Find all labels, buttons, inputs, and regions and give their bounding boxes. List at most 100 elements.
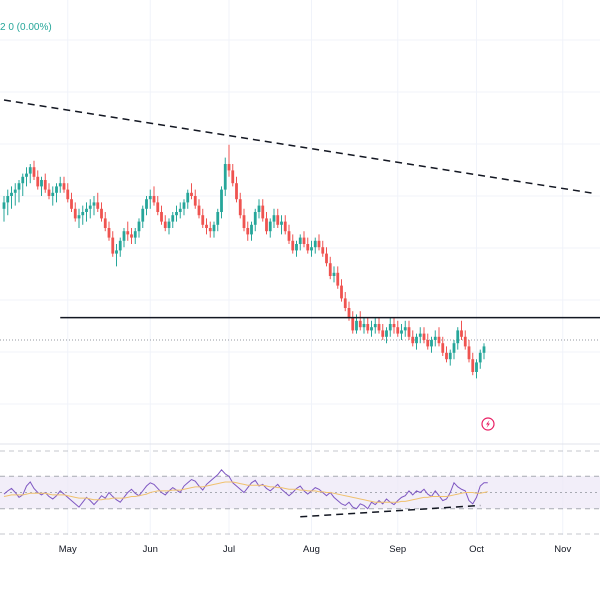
candle-body bbox=[388, 324, 392, 331]
candle-body bbox=[193, 196, 197, 206]
candle-body bbox=[122, 231, 126, 241]
candle-body bbox=[130, 234, 133, 238]
candle-body bbox=[70, 199, 73, 209]
candle-body bbox=[257, 205, 261, 212]
candle-body bbox=[141, 208, 145, 222]
candle-body bbox=[216, 212, 220, 225]
candle-body bbox=[190, 192, 193, 196]
candle-body bbox=[370, 327, 373, 331]
candle-body bbox=[231, 170, 235, 184]
candle-body bbox=[366, 324, 370, 331]
candle-body bbox=[103, 218, 107, 228]
candle-body bbox=[276, 215, 280, 225]
candle-body bbox=[208, 228, 212, 232]
candle-body bbox=[51, 192, 55, 196]
candle-body bbox=[111, 237, 115, 254]
candle-body bbox=[62, 183, 66, 190]
candle-body bbox=[343, 298, 347, 308]
candle-body bbox=[437, 336, 441, 344]
candle-body bbox=[160, 212, 163, 222]
candle-body bbox=[452, 343, 456, 353]
candle-body bbox=[81, 212, 85, 216]
candle-body bbox=[10, 192, 13, 196]
candle-body bbox=[175, 212, 178, 216]
candle-body bbox=[340, 285, 343, 299]
rsi-ma-line bbox=[3, 481, 488, 503]
x-axis-tick-label: Jun bbox=[143, 544, 158, 555]
candle-body bbox=[396, 327, 400, 334]
candle-body bbox=[137, 221, 141, 232]
candle-body bbox=[242, 215, 246, 228]
candle-body bbox=[77, 215, 81, 219]
candle-body bbox=[302, 237, 306, 244]
candle-body bbox=[415, 336, 418, 344]
candle-body bbox=[291, 240, 295, 251]
candle-body bbox=[381, 330, 385, 337]
candle-body bbox=[426, 340, 430, 347]
candle-body bbox=[362, 324, 366, 328]
x-axis-tick-label: Oct bbox=[469, 544, 484, 555]
candle-body bbox=[36, 176, 40, 187]
candle-body bbox=[351, 317, 355, 331]
candle-body bbox=[310, 247, 313, 251]
candle-body bbox=[96, 202, 100, 209]
candle-body bbox=[197, 205, 201, 216]
candle-body bbox=[328, 263, 332, 276]
candle-body bbox=[47, 189, 51, 196]
candle-body bbox=[246, 228, 250, 235]
candle-body bbox=[58, 183, 62, 187]
candle-body bbox=[43, 180, 47, 190]
candle-body bbox=[433, 336, 437, 340]
candle-body bbox=[126, 231, 130, 235]
descending-trendline bbox=[3, 99, 592, 194]
candle-body bbox=[403, 327, 407, 331]
candle-body bbox=[40, 180, 43, 187]
candle-body bbox=[171, 215, 175, 222]
price-change-readout: 2 0 (0.00%) bbox=[0, 22, 52, 33]
candle-body bbox=[430, 340, 433, 347]
candle-body bbox=[295, 244, 298, 251]
candle-body bbox=[332, 272, 336, 276]
candle-body bbox=[422, 333, 426, 340]
candle-body bbox=[66, 189, 70, 200]
candle-body bbox=[21, 176, 25, 184]
candle-body bbox=[6, 196, 10, 203]
candle-body bbox=[2, 202, 6, 209]
candle-body bbox=[392, 324, 396, 328]
candle-body bbox=[115, 250, 118, 254]
candle-body bbox=[227, 164, 231, 171]
x-axis-tick-label: May bbox=[59, 544, 77, 555]
candle-body bbox=[212, 224, 216, 232]
candle-body bbox=[220, 189, 223, 212]
candle-body bbox=[471, 359, 475, 372]
candle-body bbox=[272, 215, 276, 222]
candle-body bbox=[336, 272, 340, 286]
candle-body bbox=[306, 244, 310, 251]
candle-body bbox=[463, 336, 467, 347]
candle-body bbox=[358, 320, 362, 328]
candle-body bbox=[418, 333, 422, 337]
candle-body bbox=[377, 324, 381, 331]
candle-body bbox=[317, 240, 321, 248]
candle-body bbox=[407, 327, 411, 337]
candle-body bbox=[298, 237, 302, 244]
candle-body bbox=[186, 192, 190, 203]
candle-body bbox=[411, 336, 415, 344]
candle-body bbox=[268, 221, 272, 232]
candle-body bbox=[325, 253, 328, 264]
candle-body bbox=[178, 208, 182, 212]
candle-body bbox=[73, 208, 77, 219]
candle-body bbox=[347, 308, 351, 318]
candle-body bbox=[25, 173, 28, 177]
candle-body bbox=[28, 167, 32, 174]
candle-body bbox=[482, 346, 486, 353]
candle-body bbox=[92, 202, 96, 206]
candle-body bbox=[261, 205, 265, 219]
candle-body bbox=[152, 196, 156, 203]
candle-body bbox=[223, 164, 227, 190]
candle-body bbox=[467, 346, 471, 360]
candle-body bbox=[107, 228, 111, 238]
candle-body bbox=[445, 352, 448, 360]
x-axis-tick-label: Jul bbox=[223, 544, 235, 555]
